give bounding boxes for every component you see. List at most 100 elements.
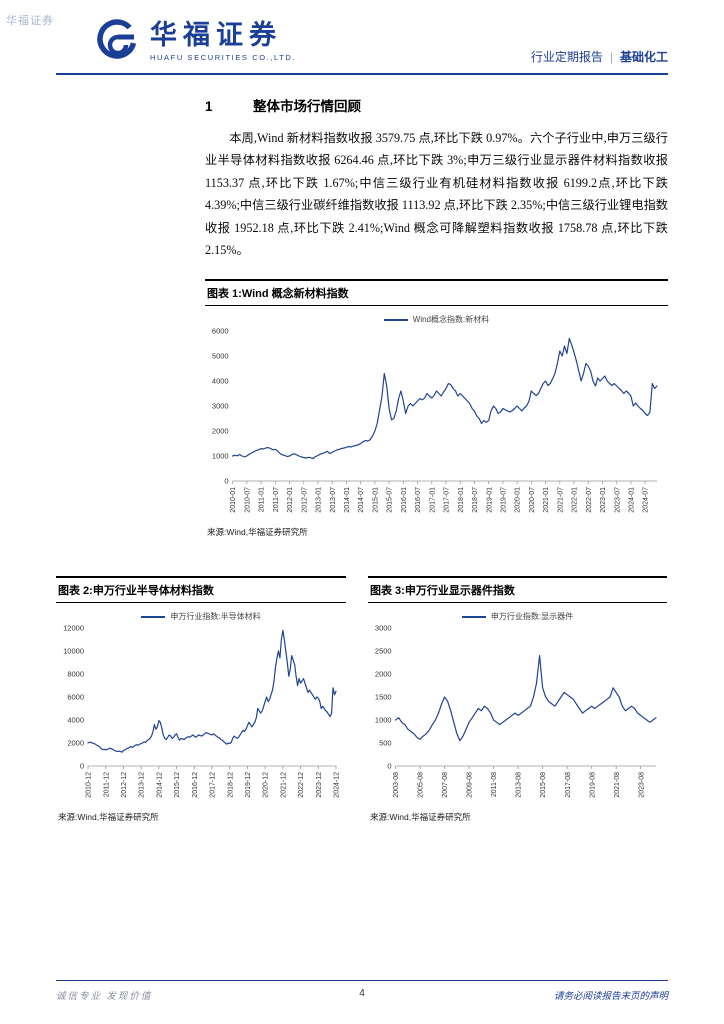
svg-text:2022-01: 2022-01: [572, 487, 579, 513]
svg-text:2020-01: 2020-01: [515, 487, 522, 513]
page-header: 华福证券 HUAFU SECURITIES CO.,LTD. 行业定期报告 | 基础…: [56, 16, 668, 73]
footer-disclaimer: 请务必阅读报告末页的声明: [553, 992, 668, 1002]
figure-1-legend: Wind概念指数:新材料: [205, 314, 668, 325]
svg-text:2013-12: 2013-12: [139, 772, 146, 798]
figure-2-caption: 图表 2:申万行业半导体材料指数: [56, 576, 346, 604]
svg-text:2010-12: 2010-12: [86, 772, 93, 798]
svg-text:2014-12: 2014-12: [156, 772, 163, 798]
svg-text:2009-08: 2009-08: [467, 772, 474, 798]
svg-text:2012-07: 2012-07: [301, 487, 308, 513]
svg-text:2017-01: 2017-01: [429, 487, 436, 513]
svg-text:3000: 3000: [212, 402, 229, 411]
svg-text:2018-07: 2018-07: [472, 487, 479, 513]
figure-3-legend: 申万行业指数:显示器件: [368, 611, 667, 622]
svg-text:2019-12: 2019-12: [245, 772, 252, 798]
svg-text:500: 500: [379, 739, 392, 748]
svg-text:2019-07: 2019-07: [500, 487, 507, 513]
svg-text:2020-07: 2020-07: [529, 487, 536, 513]
svg-text:2010-01: 2010-01: [230, 487, 237, 513]
svg-text:2020-12: 2020-12: [263, 772, 270, 798]
svg-text:2003-08: 2003-08: [393, 772, 400, 798]
svg-text:6000: 6000: [212, 327, 229, 336]
svg-text:2015-01: 2015-01: [372, 487, 379, 513]
svg-text:10000: 10000: [63, 647, 84, 656]
svg-text:2005-08: 2005-08: [418, 772, 425, 798]
chart-display-devices-index: 0 500 1000 1500 2000 2500 3000 2003-08 2005-08 20…: [375, 624, 657, 798]
svg-text:2014-07: 2014-07: [358, 487, 365, 513]
svg-text:2016-01: 2016-01: [401, 487, 408, 513]
page-footer: 诚信专业 发现价值 4 请务必阅读报告末页的声明: [56, 980, 668, 1002]
figure-row: 图表 2:申万行业半导体材料指数 申万行业指数:半导体材料 0 2000 4000 6…: [56, 576, 668, 830]
section-number: 1: [205, 99, 213, 114]
svg-text:2016-07: 2016-07: [415, 487, 422, 513]
svg-text:8000: 8000: [67, 670, 84, 679]
svg-text:2022-12: 2022-12: [298, 772, 305, 798]
svg-text:2015-07: 2015-07: [387, 487, 394, 513]
figure-2: 图表 2:申万行业半导体材料指数 申万行业指数:半导体材料 0 2000 4000 6…: [56, 576, 346, 830]
report-type-label: 行业定期报告: [530, 50, 603, 64]
section-title-text: 整体市场行情回顾: [253, 99, 361, 114]
svg-text:1500: 1500: [375, 693, 392, 702]
svg-text:2017-12: 2017-12: [210, 772, 217, 798]
figure-1: 图表 1:Wind 概念新材料指数 Wind概念指数:新材料 0 1000 2000…: [205, 279, 668, 545]
svg-text:2023-12: 2023-12: [316, 772, 323, 798]
figure-1-caption: 图表 1:Wind 概念新材料指数: [205, 279, 668, 307]
svg-text:2021-08: 2021-08: [614, 772, 621, 798]
chart-semiconductor-materials-index: 0 2000 4000 6000 8000 10000 12000 2010-12 2011-1…: [63, 624, 341, 798]
svg-text:2019-01: 2019-01: [486, 487, 493, 513]
svg-text:2011-07: 2011-07: [273, 487, 280, 512]
page-number: 4: [359, 988, 365, 999]
svg-text:2016-12: 2016-12: [192, 772, 199, 798]
legend-label: 申万行业指数:显示器件: [490, 612, 574, 622]
svg-text:12000: 12000: [63, 624, 84, 633]
industry-label: 基础化工: [619, 50, 668, 64]
legend-label: Wind概念指数:新材料: [412, 315, 490, 325]
svg-text:2007-08: 2007-08: [442, 772, 449, 798]
svg-text:2024-01: 2024-01: [629, 487, 636, 513]
figure-2-source: 来源:Wind,华福证券研究所: [58, 812, 159, 823]
svg-text:2018-12: 2018-12: [227, 772, 234, 798]
section-heading: 1 整体市场行情回顾: [205, 95, 668, 115]
huafu-logo: 华福证券 HUAFU SECURITIES CO.,LTD.: [56, 16, 296, 67]
svg-text:2021-07: 2021-07: [557, 487, 564, 513]
svg-text:1000: 1000: [375, 716, 392, 725]
svg-text:2022-07: 2022-07: [586, 487, 593, 513]
svg-text:2011-08: 2011-08: [491, 772, 498, 797]
svg-text:2015-12: 2015-12: [174, 772, 181, 798]
legend-line-marker: [141, 615, 166, 618]
svg-text:2023-01: 2023-01: [600, 487, 607, 513]
svg-text:2000: 2000: [212, 427, 229, 436]
svg-text:4000: 4000: [67, 716, 84, 725]
svg-text:2017-07: 2017-07: [444, 487, 451, 513]
figure-3: 图表 3:申万行业显示器件指数 申万行业指数:显示器件 0 500 1000 1500…: [368, 576, 667, 830]
svg-text:6000: 6000: [67, 693, 84, 702]
logo-chinese-name: 华福证券: [150, 20, 282, 51]
svg-text:2011-12: 2011-12: [103, 772, 110, 797]
figure-2-legend: 申万行业指数:半导体材料: [56, 611, 346, 622]
svg-text:2017-08: 2017-08: [565, 772, 572, 798]
svg-text:0: 0: [387, 762, 391, 771]
svg-text:2013-08: 2013-08: [516, 772, 523, 798]
svg-text:1000: 1000: [212, 452, 229, 461]
figure-3-caption: 图表 3:申万行业显示器件指数: [368, 576, 667, 604]
svg-text:2021-01: 2021-01: [543, 487, 550, 513]
svg-text:2024-07: 2024-07: [643, 487, 650, 513]
logo-text: 华福证券 HUAFU SECURITIES CO.,LTD.: [150, 20, 297, 62]
legend-line-marker: [383, 318, 408, 321]
svg-text:2011-01: 2011-01: [259, 487, 266, 512]
logo-english-name: HUAFU SECURITIES CO.,LTD.: [150, 52, 297, 62]
svg-text:2013-07: 2013-07: [330, 487, 337, 513]
svg-text:2021-12: 2021-12: [280, 772, 287, 798]
legend-label: 申万行业指数:半导体材料: [170, 612, 261, 622]
svg-text:2024-12: 2024-12: [334, 772, 341, 798]
svg-text:2019-08: 2019-08: [589, 772, 596, 798]
svg-text:2015-08: 2015-08: [540, 772, 547, 798]
huafu-logo-icon: [94, 16, 140, 67]
legend-line-marker: [461, 615, 486, 618]
report-type-header: 行业定期报告 | 基础化工: [531, 48, 668, 67]
svg-text:4000: 4000: [212, 377, 229, 386]
header-separator: |: [609, 50, 613, 64]
header-divider: [56, 73, 668, 75]
svg-text:2023-07: 2023-07: [614, 487, 621, 513]
svg-text:0: 0: [80, 762, 84, 771]
